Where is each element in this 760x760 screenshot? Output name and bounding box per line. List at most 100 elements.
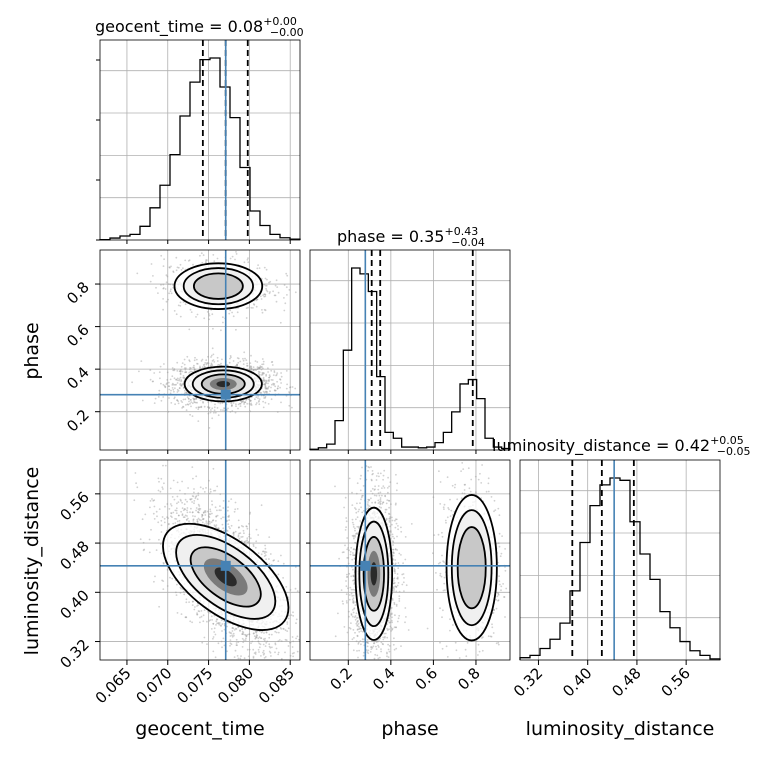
- hist-phase-bar-15: [435, 443, 443, 450]
- sample-point-227: [205, 487, 207, 489]
- sample-point-2078: [168, 266, 171, 269]
- sample-point-801: [217, 363, 220, 366]
- sample-point-1030: [180, 365, 183, 368]
- sample-point-2126: [160, 284, 162, 286]
- sample-point-2435: [247, 261, 250, 264]
- sample-point-796: [241, 399, 244, 402]
- hist-geocent_time-bar-15: [250, 211, 260, 240]
- sample-point-1493: [262, 376, 265, 379]
- sample-point-285: [213, 411, 215, 414]
- sample-point-1894: [196, 363, 199, 365]
- sample-point-1125: [268, 636, 271, 639]
- sample-point-2499: [162, 265, 165, 267]
- hist-geocent_time-bar-13: [230, 118, 240, 240]
- sample-point-1503: [208, 479, 210, 482]
- sample-point-319: [189, 402, 191, 405]
- sample-point-961: [161, 486, 164, 489]
- sample-point-977: [285, 370, 288, 372]
- hist-phase-bar-9: [385, 432, 393, 450]
- sample-point-1669: [270, 386, 272, 389]
- sample-point-1863: [163, 482, 165, 485]
- sample-point-2167: [266, 278, 268, 281]
- sample-point-360: [244, 639, 247, 641]
- sample-point-1995: [246, 648, 249, 651]
- contour-mode0-level-4: [216, 380, 231, 388]
- sample-point-1211: [184, 493, 186, 495]
- sample-point-1985: [234, 258, 236, 261]
- sample-point-1156: [260, 368, 263, 371]
- sample-point-1632: [219, 402, 222, 405]
- sample-point-73: [191, 621, 194, 624]
- sample-point-753: [237, 357, 240, 360]
- sample-point-2319: [169, 283, 172, 286]
- sample-point-564: [279, 378, 281, 380]
- hist-luminosity_distance-bar-9: [610, 478, 620, 660]
- sample-point-14: [252, 369, 255, 371]
- sample-point-734: [142, 549, 145, 552]
- sample-point-2140: [234, 530, 237, 533]
- sample-point-686: [236, 363, 238, 366]
- sample-point-590: [171, 382, 174, 385]
- sample-point-2564: [136, 272, 139, 275]
- sample-point-586: [277, 573, 280, 576]
- sample-point-1799: [265, 390, 268, 393]
- sample-point-1095: [170, 402, 173, 404]
- sample-point-2028: [257, 552, 260, 554]
- sample-point-160: [180, 379, 183, 381]
- sample-point-237: [271, 364, 274, 366]
- sample-point-647: [188, 400, 190, 403]
- sample-point-254: [211, 364, 214, 367]
- sample-point-851: [264, 637, 266, 640]
- sample-point-1950: [171, 516, 173, 518]
- hist-luminosity_distance-bar-15: [670, 628, 680, 660]
- sample-point-1202: [179, 586, 182, 589]
- sample-point-1951: [179, 489, 181, 492]
- sample-point-1944: [185, 409, 188, 411]
- sample-point-713: [176, 399, 179, 401]
- sample-point-2211: [184, 508, 187, 511]
- sample-point-1534: [267, 379, 270, 382]
- sample-point-2085: [243, 261, 246, 264]
- sample-point-701: [248, 398, 251, 401]
- sample-point-463: [248, 522, 250, 525]
- sample-point-88: [258, 373, 261, 376]
- sample-point-48: [172, 522, 175, 525]
- sample-point-2198: [272, 290, 274, 293]
- sample-point-2531: [196, 313, 199, 316]
- sample-point-840: [173, 368, 176, 370]
- sample-point-2366: [277, 291, 280, 294]
- sample-point-760: [261, 363, 263, 366]
- sample-point-2418: [235, 253, 238, 255]
- sample-point-640: [274, 389, 276, 392]
- sample-point-279: [180, 369, 182, 372]
- sample-point-811: [264, 382, 267, 385]
- sample-point-635: [184, 371, 186, 374]
- sample-point-1103: [212, 359, 215, 361]
- sample-point-970: [205, 359, 208, 361]
- sample-point-2129: [241, 633, 244, 635]
- sample-point-439: [180, 613, 183, 615]
- sample-point-552: [210, 521, 213, 524]
- sample-point-2504: [168, 292, 171, 295]
- sample-point-2121: [222, 321, 224, 324]
- sample-point-1846: [237, 403, 240, 406]
- sample-point-1977: [229, 632, 232, 634]
- hist-phase-frame: [309, 249, 511, 451]
- sample-point-1299: [192, 518, 195, 521]
- sample-point-2347: [283, 309, 286, 312]
- hist-luminosity_distance-bar-18: [700, 655, 710, 660]
- sample-point-204: [178, 370, 181, 373]
- sample-point-673: [209, 510, 212, 513]
- sample-point-536: [201, 358, 204, 361]
- sample-point-654: [192, 397, 195, 400]
- sample-point-1504: [194, 606, 196, 608]
- sample-point-1388: [230, 404, 233, 407]
- sample-point-1628: [187, 397, 190, 400]
- sample-point-2303: [247, 257, 249, 259]
- sample-point-1573: [159, 365, 162, 368]
- sample-point-1054: [209, 508, 212, 511]
- sample-point-1614: [171, 496, 174, 498]
- sample-point-1754: [162, 464, 164, 467]
- sample-point-2120: [175, 256, 178, 259]
- sample-point-1487: [216, 514, 219, 517]
